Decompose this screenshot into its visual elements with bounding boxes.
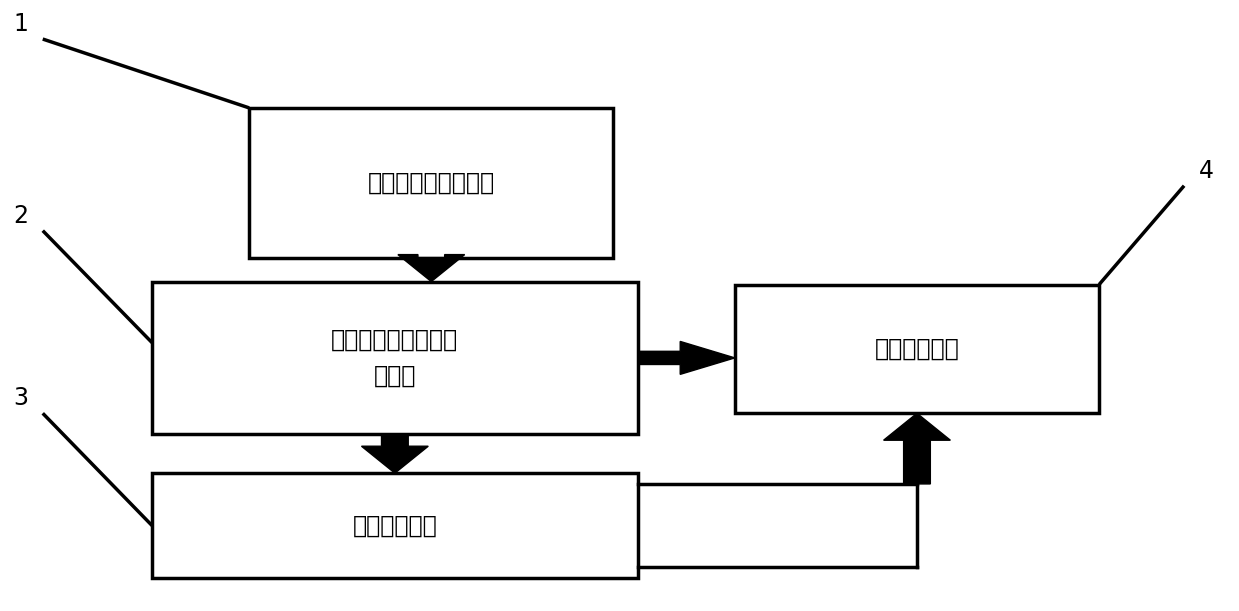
FancyArrow shape	[398, 255, 465, 282]
Bar	[152, 473, 638, 578]
Bar	[249, 108, 613, 258]
FancyArrow shape	[362, 434, 429, 473]
FancyArrow shape	[638, 342, 735, 375]
Text: 1: 1	[14, 12, 28, 36]
FancyArrow shape	[883, 413, 950, 484]
Text: 数据预处理及特征排
序模块: 数据预处理及特征排 序模块	[331, 328, 458, 387]
Text: 模型输出模块: 模型输出模块	[875, 337, 959, 361]
Text: 基因微阵列读入模块: 基因微阵列读入模块	[368, 170, 494, 195]
Text: 3: 3	[14, 386, 28, 411]
Bar	[735, 285, 1099, 413]
Text: 4: 4	[1198, 159, 1214, 183]
Text: 参数寻优模块: 参数寻优模块	[352, 514, 437, 538]
Bar	[152, 282, 638, 434]
Text: 2: 2	[14, 203, 28, 228]
